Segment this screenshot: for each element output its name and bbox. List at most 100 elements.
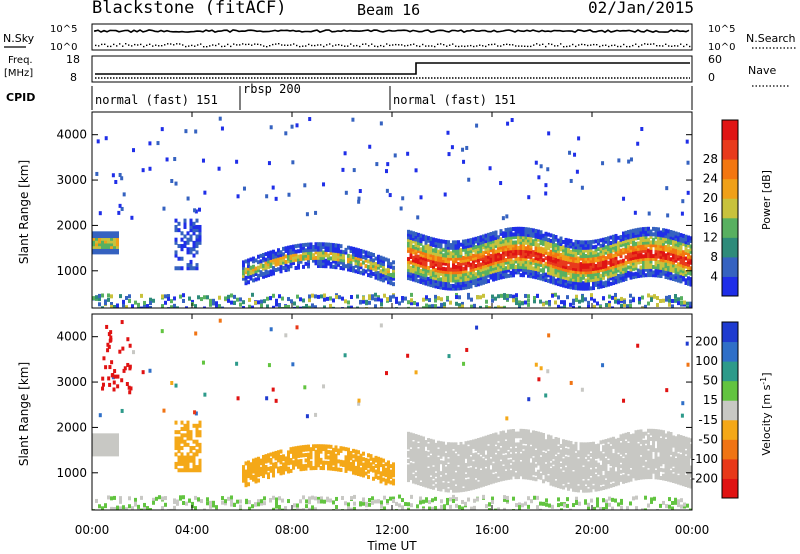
velocity-cell xyxy=(488,508,491,510)
velocity-cell xyxy=(487,475,490,480)
velocity-cell xyxy=(382,469,385,474)
power-cell xyxy=(392,271,395,276)
velocity-cell xyxy=(344,458,348,463)
velocity-cell xyxy=(274,453,278,458)
power-cell xyxy=(322,245,325,250)
power-cell xyxy=(359,251,363,256)
velocity-cell xyxy=(527,496,530,501)
velocity-cell xyxy=(457,455,460,460)
velocity-cell xyxy=(469,445,473,450)
power-cell xyxy=(414,275,418,280)
power-cell xyxy=(272,255,275,260)
power-cell xyxy=(624,244,628,249)
power-cell xyxy=(659,298,662,303)
power-cell xyxy=(589,259,593,264)
power-cell xyxy=(614,263,618,268)
power-cell xyxy=(472,256,475,261)
velocity-cell xyxy=(552,444,555,449)
power-cell xyxy=(624,255,628,260)
power-cell xyxy=(682,236,685,241)
power-cell xyxy=(374,297,377,302)
power-cell xyxy=(647,211,651,216)
power-cell xyxy=(502,258,505,263)
power-cell xyxy=(183,224,187,229)
velocity-cell xyxy=(374,455,378,460)
velocity-cell xyxy=(422,482,425,487)
power-cell xyxy=(382,259,385,264)
nsearch-point xyxy=(98,45,100,47)
power-cell xyxy=(574,245,578,250)
power-cell xyxy=(467,274,470,279)
power-cell xyxy=(447,261,450,266)
power-cell xyxy=(322,182,326,187)
velocity-cell xyxy=(467,446,470,451)
power-cell xyxy=(522,254,525,259)
power-cell xyxy=(672,277,675,282)
power-cell xyxy=(662,230,665,235)
power-cell xyxy=(344,247,348,252)
power-cell xyxy=(679,265,683,270)
power-cell xyxy=(549,266,553,271)
power-cell xyxy=(174,253,178,258)
velocity-cell xyxy=(439,452,443,457)
power-cell xyxy=(524,251,528,256)
power-cell xyxy=(672,274,675,279)
velocity-cell xyxy=(439,487,443,492)
power-cell xyxy=(371,294,374,299)
power-cell xyxy=(687,257,690,262)
power-cell xyxy=(664,236,668,241)
power-cell xyxy=(521,301,524,306)
velocity-cell xyxy=(449,480,453,485)
velocity-cell xyxy=(474,460,478,465)
power-cell xyxy=(374,275,378,280)
power-cell xyxy=(279,252,283,257)
power-cell xyxy=(442,253,445,258)
power-cell xyxy=(542,271,545,276)
velocity-cell xyxy=(422,466,425,471)
nsearch-point xyxy=(638,45,640,48)
velocity-cell xyxy=(424,440,428,445)
power-cell xyxy=(160,127,164,132)
power-cell xyxy=(597,279,600,284)
power-cell xyxy=(479,248,483,253)
power-cell xyxy=(584,297,587,302)
power-cell xyxy=(224,296,227,301)
velocity-cell xyxy=(267,466,270,471)
velocity-cell xyxy=(537,439,540,444)
power-cell xyxy=(529,227,533,232)
velocity-cell xyxy=(191,501,194,506)
power-cell xyxy=(462,255,465,260)
power-cell xyxy=(492,236,495,241)
velocity-cell xyxy=(419,473,423,478)
power-cell xyxy=(449,243,453,248)
power-cell xyxy=(532,252,535,257)
velocity-cell xyxy=(98,444,101,449)
nsearch-point xyxy=(548,43,550,45)
velocity-cell xyxy=(297,462,300,467)
velocity-cell xyxy=(524,429,528,434)
velocity-cell xyxy=(374,469,378,474)
power-cell xyxy=(484,263,488,268)
velocity-cell xyxy=(281,498,284,503)
velocity-cell xyxy=(462,482,465,487)
power-cell xyxy=(672,249,675,254)
velocity-cell xyxy=(247,468,250,473)
velocity-cell xyxy=(317,446,320,451)
power-cell xyxy=(427,279,430,284)
power-cell xyxy=(537,251,540,256)
power-cell xyxy=(632,272,635,277)
velocity-cell xyxy=(544,439,548,444)
power-cell xyxy=(110,234,113,239)
power-cell xyxy=(369,271,373,276)
power-cell xyxy=(362,271,365,276)
power-cell xyxy=(602,245,605,250)
velocity-cell xyxy=(329,455,333,460)
power-cell xyxy=(272,260,275,265)
power-cell xyxy=(604,272,608,277)
power-cell xyxy=(594,277,598,282)
velocity-cell xyxy=(309,466,313,471)
nsearch-point xyxy=(512,44,514,46)
power-cell xyxy=(452,283,455,288)
power-cell xyxy=(407,259,410,264)
power-cell xyxy=(244,267,248,272)
